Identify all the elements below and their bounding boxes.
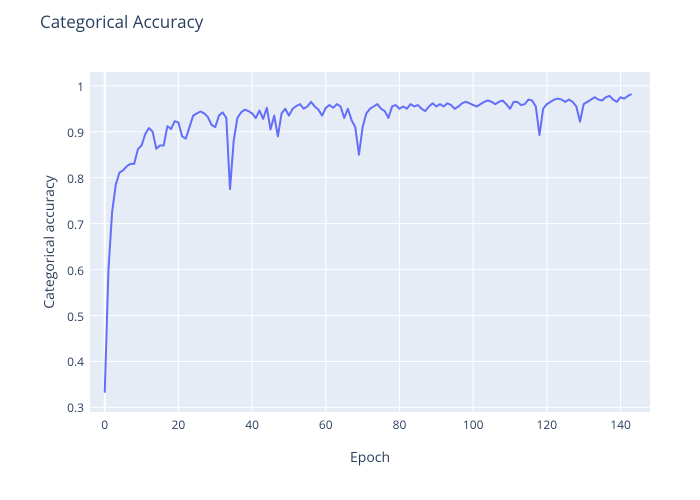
x-tick-label: 80 xyxy=(384,416,414,433)
chart-title: Categorical Accuracy xyxy=(40,10,203,33)
y-tick-label: 0.9 xyxy=(67,124,84,141)
y-axis-label: Categorical accuracy xyxy=(40,72,59,412)
y-tick-label: 0.4 xyxy=(67,353,84,370)
x-tick-label: 20 xyxy=(163,416,193,433)
y-tick-label: 0.7 xyxy=(67,216,84,233)
y-tick-label: 0.3 xyxy=(67,399,84,416)
plot-svg xyxy=(90,72,650,412)
x-axis-label: Epoch xyxy=(90,448,650,467)
y-tick-label: 0.8 xyxy=(67,170,84,187)
y-tick-label: 1 xyxy=(77,78,84,95)
x-tick-label: 140 xyxy=(606,416,636,433)
chart-container: Categorical Accuracy Epoch Categorical a… xyxy=(0,0,700,500)
x-tick-label: 40 xyxy=(237,416,267,433)
x-tick-label: 100 xyxy=(458,416,488,433)
x-tick-label: 0 xyxy=(90,416,120,433)
y-tick-label: 0.6 xyxy=(67,262,84,279)
plot-area[interactable] xyxy=(90,72,650,412)
x-tick-label: 120 xyxy=(532,416,562,433)
x-tick-label: 60 xyxy=(311,416,341,433)
y-tick-label: 0.5 xyxy=(67,308,84,325)
